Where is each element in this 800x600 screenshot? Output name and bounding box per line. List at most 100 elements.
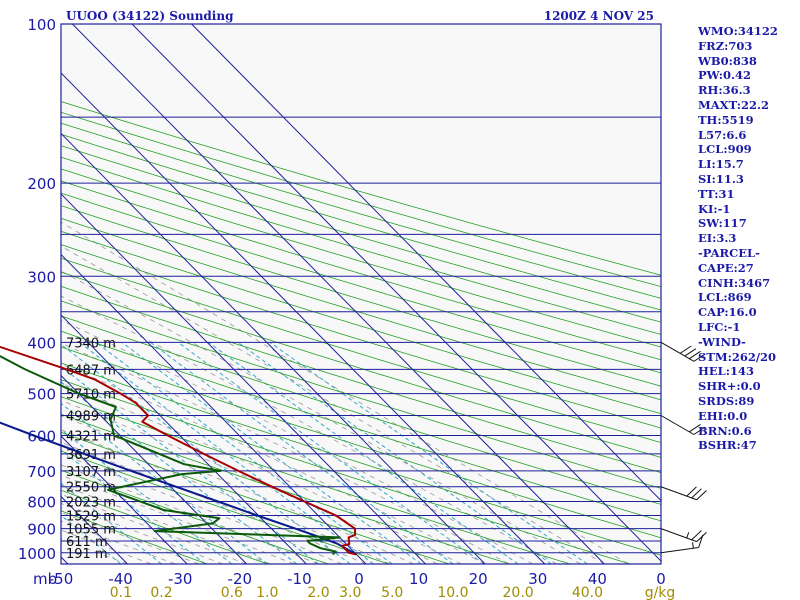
dry-adiabat-line bbox=[61, 469, 329, 564]
height-label: 3107 m bbox=[66, 465, 116, 480]
dry-adiabat-line bbox=[61, 180, 661, 361]
wind-barb-half-feather bbox=[686, 532, 690, 539]
index-item: BSHR:47 bbox=[698, 438, 757, 453]
temperature-tick-label: -20 bbox=[228, 570, 253, 588]
index-item: -WIND- bbox=[698, 334, 746, 349]
grid-lines bbox=[61, 24, 661, 564]
temperature-tick-label: 30 bbox=[528, 570, 547, 588]
index-item: -PARCEL- bbox=[698, 245, 760, 260]
dry-adiabat-line bbox=[61, 330, 661, 522]
wind-barb-feather bbox=[689, 350, 701, 360]
dry-adiabat-line bbox=[61, 315, 661, 505]
index-item: BRN:0.6 bbox=[698, 423, 752, 438]
wind-barb bbox=[660, 486, 707, 501]
dry-adiabat-line bbox=[61, 285, 661, 474]
index-item: EI:3.3 bbox=[698, 231, 737, 246]
height-label: 6487 m bbox=[66, 363, 116, 378]
isotherm-line bbox=[61, 193, 426, 564]
mixing-ratio-unit-label: g/kg bbox=[645, 585, 676, 600]
temperature-tick-label: -50 bbox=[49, 570, 74, 588]
height-label: 2023 m bbox=[66, 496, 116, 511]
isotherm-line bbox=[131, 24, 661, 562]
height-label: 1529 m bbox=[66, 509, 116, 524]
height-label: 2550 m bbox=[66, 481, 116, 496]
index-item: TT:31 bbox=[698, 186, 735, 201]
dry-adiabat-line bbox=[61, 168, 661, 348]
temperature-line bbox=[0, 345, 357, 556]
height-label: 1055 m bbox=[66, 523, 116, 538]
mixing-ratio-tick-label: 0.6 bbox=[221, 585, 243, 600]
dry-adiabat-line bbox=[61, 300, 661, 489]
index-item: MAXT:22.2 bbox=[698, 97, 769, 112]
mixing-ratio-line bbox=[61, 343, 351, 564]
dry-adiabat-line bbox=[61, 156, 661, 335]
dry-adiabat-line bbox=[61, 230, 661, 415]
pressure-tick-label: 400 bbox=[27, 334, 56, 352]
index-item: WMO:34122 bbox=[698, 24, 778, 38]
dry-adiabat-line bbox=[61, 413, 510, 564]
mixing-ratio-tick-label: 1.0 bbox=[256, 585, 278, 600]
dry-adiabat-line bbox=[61, 450, 389, 564]
mixing-ratio-line bbox=[61, 366, 319, 564]
plot-frame bbox=[60, 23, 662, 565]
dry-adiabat-line bbox=[61, 244, 661, 429]
height-label: 5710 m bbox=[66, 388, 116, 403]
index-item: PW:0.42 bbox=[698, 68, 752, 83]
extra-axis-label: 0 bbox=[656, 570, 666, 588]
index-item: KI:-1 bbox=[698, 201, 731, 216]
wind-barb-feather bbox=[689, 424, 701, 433]
dry-adiabat-line bbox=[61, 271, 661, 458]
index-item: LCL:909 bbox=[698, 142, 752, 157]
dry-adiabat-line bbox=[61, 122, 661, 299]
wind-barb-staff bbox=[660, 415, 695, 435]
temperature-tick-label: -30 bbox=[168, 570, 193, 588]
wind-barb-feather bbox=[684, 348, 697, 357]
pressure-tick-label: 1000 bbox=[18, 545, 56, 563]
wind-barb-staff bbox=[660, 486, 697, 501]
mixing-ratio-tick-label: 5.0 bbox=[381, 585, 403, 600]
temperature-tick-label: -40 bbox=[108, 570, 133, 588]
dry-adiabat-line bbox=[61, 362, 661, 556]
height-label: 191 m bbox=[66, 547, 108, 562]
pressure-tick-label: 300 bbox=[27, 268, 56, 286]
mixing-ratio-tick-label: 2.0 bbox=[307, 585, 329, 600]
mixing-ratio-tick-label: 3.0 bbox=[339, 585, 361, 600]
pressure-tick-label: 900 bbox=[27, 521, 56, 539]
isotherm-line bbox=[72, 24, 605, 564]
dry-adiabat-line bbox=[61, 101, 661, 276]
mixing-ratio-line bbox=[79, 341, 374, 564]
pressure-unit-label: mb bbox=[33, 570, 57, 588]
isotherm-line bbox=[61, 132, 486, 564]
wind-barb-feather bbox=[696, 532, 707, 542]
wind-barb bbox=[660, 341, 706, 362]
wind-barb-staff bbox=[660, 547, 699, 554]
dry-adiabat-line bbox=[61, 346, 661, 539]
height-label: 611 m bbox=[66, 535, 108, 550]
pressure-tick-label: 200 bbox=[27, 175, 56, 193]
dry-adiabat-line bbox=[61, 396, 571, 564]
index-item: TH:5519 bbox=[698, 112, 754, 127]
wind-barb-feather bbox=[679, 345, 692, 354]
dry-adiabat-line bbox=[61, 257, 661, 443]
isotherm-line bbox=[61, 253, 367, 564]
mixing-ratio-line bbox=[121, 341, 422, 564]
height-label: 4989 m bbox=[66, 410, 116, 425]
index-item: L57:6.6 bbox=[698, 127, 747, 142]
index-item: CINH:3467 bbox=[698, 275, 771, 290]
index-item: LFC:-1 bbox=[698, 319, 741, 334]
dry-adiabat-line bbox=[61, 510, 208, 564]
mixing-ratio-line bbox=[177, 341, 485, 564]
wind-barb bbox=[660, 415, 706, 435]
index-item: FRZ:703 bbox=[698, 38, 753, 53]
mixing-ratio-line bbox=[208, 341, 519, 564]
index-item: CAPE:27 bbox=[698, 260, 754, 275]
station-title: UUOO (34122) Sounding bbox=[66, 9, 234, 23]
wind-barb-feather bbox=[691, 488, 702, 499]
temperature-tick-label: 0 bbox=[354, 570, 364, 588]
index-item: SW:117 bbox=[698, 216, 747, 231]
mixing-ratio-tick-label: 0.2 bbox=[150, 585, 172, 600]
wind-barb-staff bbox=[660, 528, 697, 543]
dry-adiabat-line bbox=[61, 217, 661, 401]
index-item: SRDS:89 bbox=[698, 393, 755, 408]
height-label: 7340 m bbox=[66, 336, 116, 351]
